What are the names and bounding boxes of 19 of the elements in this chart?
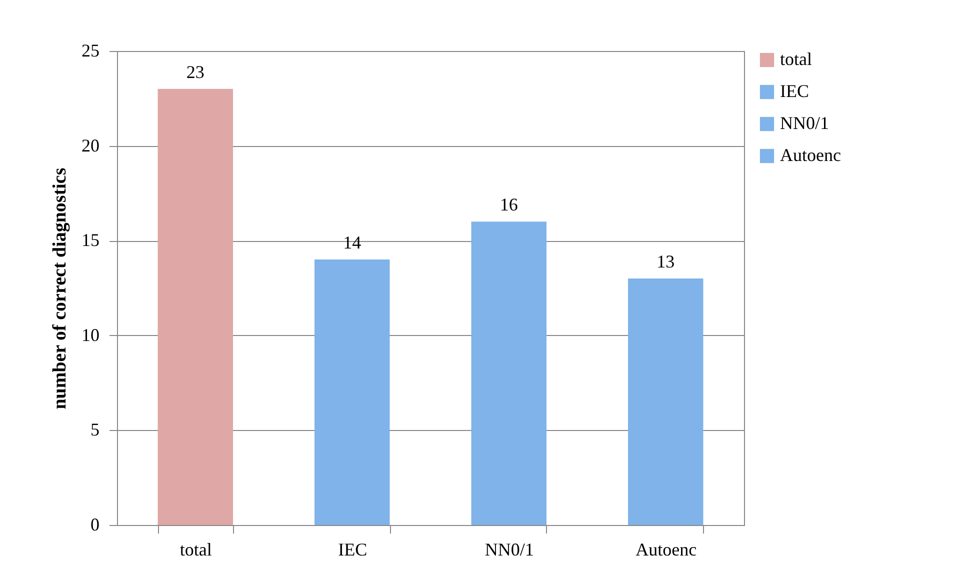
legend-label: IEC <box>780 81 809 101</box>
y-tick-label: 15 <box>82 230 100 250</box>
data-label: 16 <box>500 194 518 215</box>
y-tick-label: 20 <box>82 135 100 156</box>
x-tick-label: Autoenc <box>636 540 697 560</box>
y-tick-label: 0 <box>90 514 100 534</box>
legend-label: NN0/1 <box>780 113 829 133</box>
x-tick-label: total <box>180 540 212 560</box>
data-label: 14 <box>343 232 362 253</box>
y-tick-label: 25 <box>82 40 100 60</box>
y-tick-label: 10 <box>82 324 100 345</box>
data-label: 13 <box>656 252 675 272</box>
y-tick-label: 5 <box>90 420 100 440</box>
x-tick-label: NN0/1 <box>484 540 534 560</box>
y-axis-title: number of correct diagnostics <box>50 168 70 410</box>
legend-label: Autoenc <box>780 145 841 165</box>
legend-label: total <box>780 49 812 69</box>
data-label: 23 <box>186 62 204 82</box>
x-tick-label: IEC <box>338 540 368 560</box>
